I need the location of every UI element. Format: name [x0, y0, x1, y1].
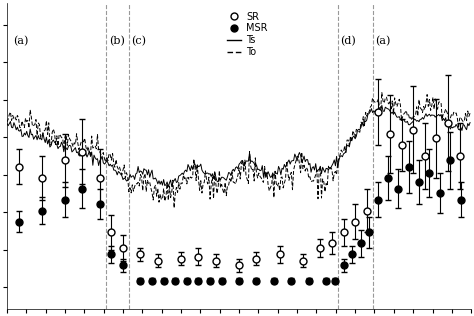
Text: (b): (b) — [109, 36, 125, 46]
Text: (d): (d) — [340, 36, 356, 46]
Legend: SR, MSR, Ts, To: SR, MSR, Ts, To — [223, 8, 271, 61]
Text: (c): (c) — [131, 36, 146, 46]
Text: (a): (a) — [13, 36, 28, 46]
Text: (a): (a) — [375, 36, 390, 46]
